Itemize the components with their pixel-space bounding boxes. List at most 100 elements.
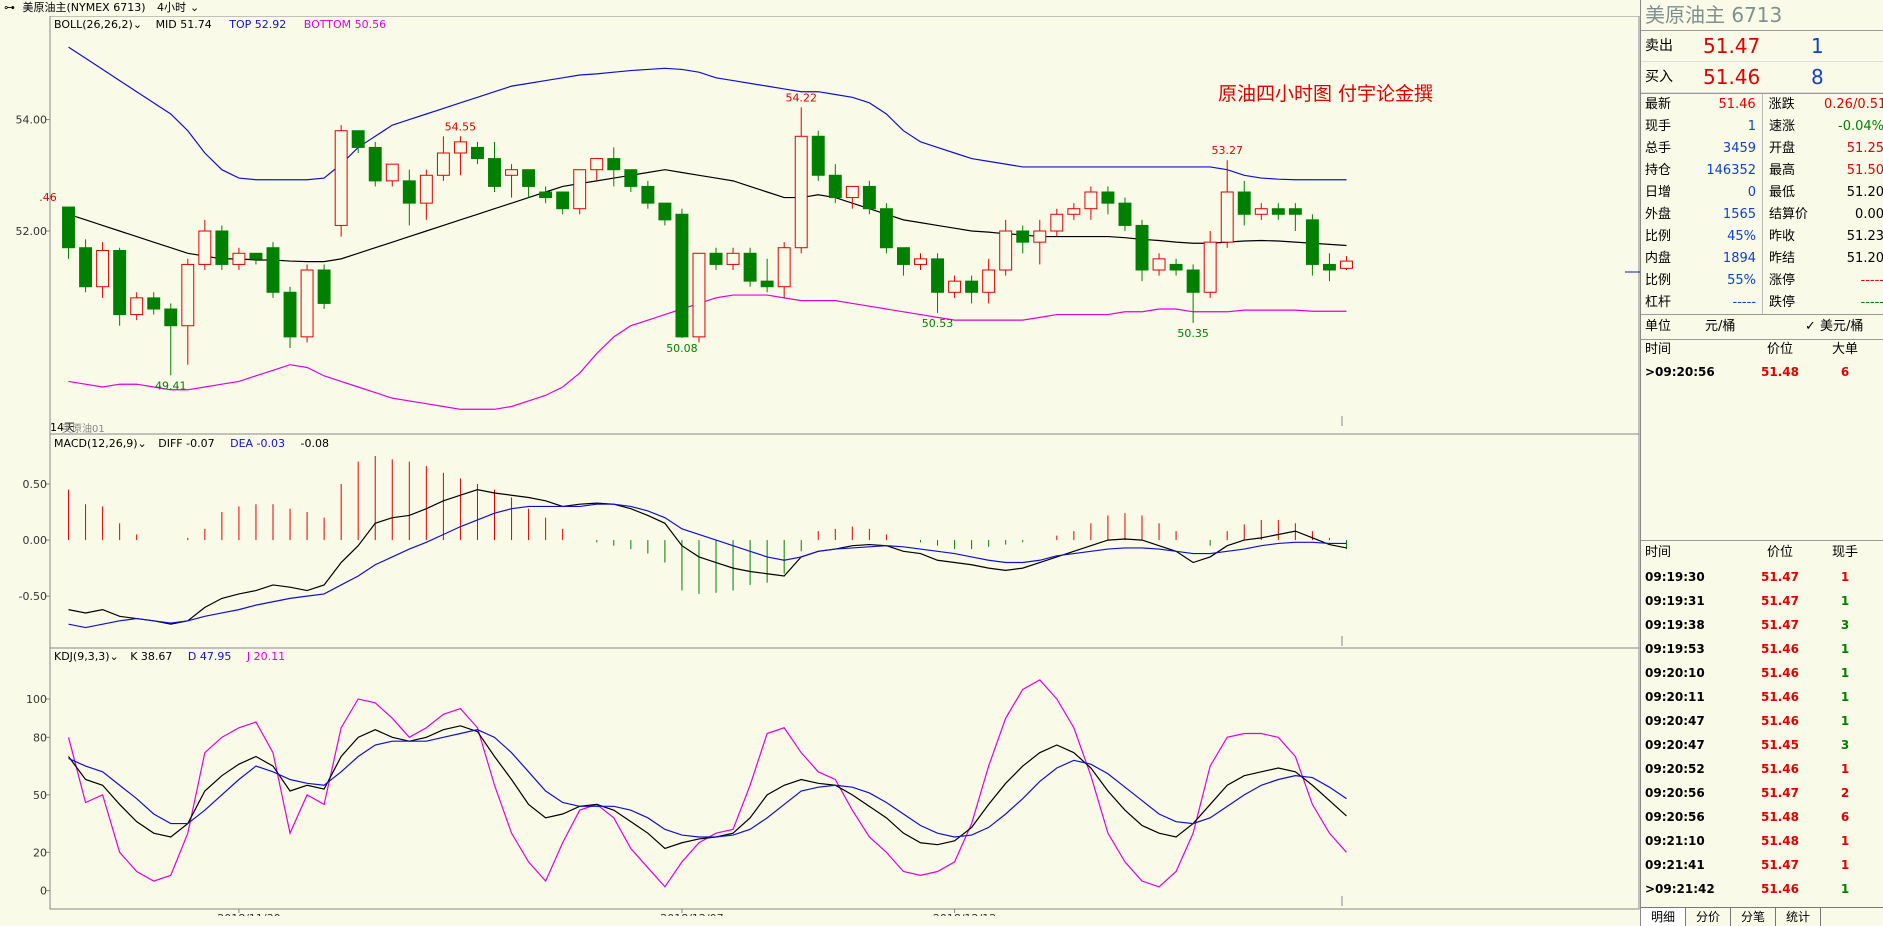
price-extreme-label: 50.35: [1177, 327, 1209, 340]
macd-name[interactable]: MACD(12,26,9): [54, 437, 138, 450]
tick-row[interactable]: 09:20:56 51.47 2: [1641, 781, 1883, 805]
candle-body: [896, 247, 910, 265]
boll-mid-line: [68, 169, 1347, 263]
tick-volume: 1: [1840, 666, 1850, 680]
tick-row[interactable]: 09:20:10 51.46 1: [1641, 661, 1883, 685]
candle-body: [164, 308, 178, 327]
kdj-name[interactable]: KDJ(9,3,3): [54, 650, 110, 663]
kdj-tick-label: 0: [40, 885, 47, 898]
chevron-down-icon[interactable]: ⌄: [137, 437, 147, 450]
chevron-down-icon[interactable]: ⌄: [190, 1, 200, 14]
price-extreme-label: 54.55: [445, 120, 477, 133]
period-selector[interactable]: 4小时 ⌄: [157, 1, 200, 14]
tab-2[interactable]: 分笔: [1731, 908, 1777, 926]
chevron-down-icon[interactable]: ⌄: [132, 18, 143, 31]
chart-area[interactable]: 54.00 52.00 54.55 54.22 53.27 50.08 50.53 50.35…: [0, 15, 1640, 925]
tick-row[interactable]: 09:20:56 51.48 6: [1641, 805, 1883, 829]
candle-body: [1067, 208, 1081, 215]
stat-value: 1: [1687, 116, 1764, 138]
candle-body: [505, 169, 519, 176]
stat-value-2: 51.20: [1846, 251, 1883, 266]
tick-row[interactable]: 09:20:11 51.46 1: [1641, 685, 1883, 709]
price-extreme-label: 54.22: [785, 91, 817, 104]
stat-label: 持仓: [1645, 163, 1672, 178]
candle-body: [1118, 202, 1132, 226]
tick-row[interactable]: 09:21:10 51.48 1: [1641, 829, 1883, 853]
unit-label: 单位: [1645, 319, 1672, 334]
stat-value-2: 51.25: [1846, 141, 1883, 156]
big-order-price: 51.48: [1761, 365, 1799, 379]
tick-row[interactable]: 09:19:53 51.46 1: [1641, 637, 1883, 661]
stat-value: 55%: [1687, 270, 1764, 292]
candle-body: [573, 169, 587, 210]
title-bar: ⊶ 美原油主(NYMEX 6713) 4小时 ⌄: [0, 0, 1640, 16]
tick-row[interactable]: 09:19:30 51.47 1: [1641, 565, 1883, 589]
glasses-icon: ⊶: [4, 1, 15, 14]
tick-row[interactable]: 09:20:47 51.46 1: [1641, 709, 1883, 733]
sell-row[interactable]: 卖出 51.47 1: [1641, 31, 1883, 62]
tick-volume: 1: [1840, 762, 1850, 776]
macd-tick-label: 0.50: [23, 478, 48, 491]
big-order-row[interactable]: >09:20:56 51.48 6: [1641, 360, 1883, 384]
stat-row: 内盘 1894 昨结 51.20: [1641, 248, 1883, 270]
tick-row[interactable]: 09:20:52 51.46 1: [1641, 757, 1883, 781]
tick-header-price: 价位: [1766, 545, 1793, 560]
kdj-d: D 47.95: [187, 650, 232, 663]
tick-row[interactable]: 09:20:47 51.45 3: [1641, 733, 1883, 757]
tick-volume: 1: [1840, 714, 1850, 728]
chevron-down-icon[interactable]: ⌄: [109, 650, 119, 663]
stat-row: 持仓 146352 最高 51.50: [1641, 160, 1883, 182]
sell-label: 卖出: [1645, 38, 1673, 54]
macd-diff: DIFF -0.07: [158, 437, 215, 450]
candle-body: [334, 130, 348, 226]
candle-body: [794, 135, 808, 249]
detail-tabs: 明细 分价 分笔 统计: [1641, 907, 1883, 926]
candle-body: [879, 208, 893, 249]
tick-time: 09:19:31: [1645, 594, 1705, 608]
tick-list: 09:19:30 51.47 1 09:19:31 51.47 1 09:19:38 51.4…: [1641, 565, 1883, 901]
candle-body: [402, 180, 416, 204]
candle-body: [709, 252, 723, 265]
stat-label: 现手: [1645, 119, 1672, 134]
candle-body: [641, 185, 655, 204]
unit-alt[interactable]: ✓ 美元/桶: [1805, 319, 1864, 334]
stat-value: 0: [1687, 182, 1764, 204]
boll-name[interactable]: BOLL(26,26,2): [54, 18, 133, 31]
unit-value[interactable]: 元/桶: [1705, 319, 1736, 334]
tick-volume: 3: [1840, 618, 1850, 632]
tick-time: 09:20:11: [1645, 690, 1705, 704]
candle-body: [1288, 208, 1302, 215]
tick-row[interactable]: 09:19:31 51.47 1: [1641, 589, 1883, 613]
candle-body: [1050, 213, 1064, 232]
tick-row[interactable]: >09:21:42 51.46 1: [1641, 877, 1883, 901]
kdj-legend: KDJ(9,3,3)⌄ K 38.67 D 47.95 J 20.11: [54, 650, 285, 663]
candle-body: [79, 247, 93, 288]
candle-body: [931, 258, 944, 293]
candle-body: [999, 230, 1013, 271]
tick-volume: 6: [1840, 810, 1850, 824]
tick-price: 51.45: [1761, 738, 1799, 752]
tick-row[interactable]: 09:21:41 51.47 1: [1641, 853, 1883, 877]
sell-price: 51.47: [1703, 34, 1761, 58]
candle-body: [1152, 258, 1166, 271]
candle-body: [419, 174, 433, 204]
tick-row[interactable]: 09:19:38 51.47 3: [1641, 613, 1883, 637]
tab-0[interactable]: 明细: [1641, 908, 1687, 926]
tab-3[interactable]: 统计: [1776, 908, 1822, 926]
date-tick-label: 2018/12/07: [660, 912, 723, 916]
contract-label: 美原油01: [62, 424, 105, 435]
kdj-k: K 38.67: [130, 650, 173, 663]
stat-row: 最新 51.46 涨跌 0.26/0.51%: [1641, 94, 1883, 116]
buy-row[interactable]: 买入 51.46 8: [1641, 62, 1883, 93]
tick-time: 09:21:10: [1645, 834, 1705, 848]
charts-svg[interactable]: 54.00 52.00 54.55 54.22 53.27 50.08 50.53 50.35…: [0, 15, 1640, 925]
tab-1[interactable]: 分价: [1686, 908, 1732, 926]
stat-label: 比例: [1645, 229, 1672, 244]
stat-label-2: 最低: [1769, 185, 1796, 200]
stat-value: 45%: [1687, 226, 1764, 248]
tick-price: 51.47: [1761, 858, 1799, 872]
macd-value: -0.08: [300, 437, 329, 450]
candle-body: [556, 191, 570, 210]
panel-frame: [49, 433, 1640, 649]
stat-label-2: 昨收: [1769, 229, 1796, 244]
